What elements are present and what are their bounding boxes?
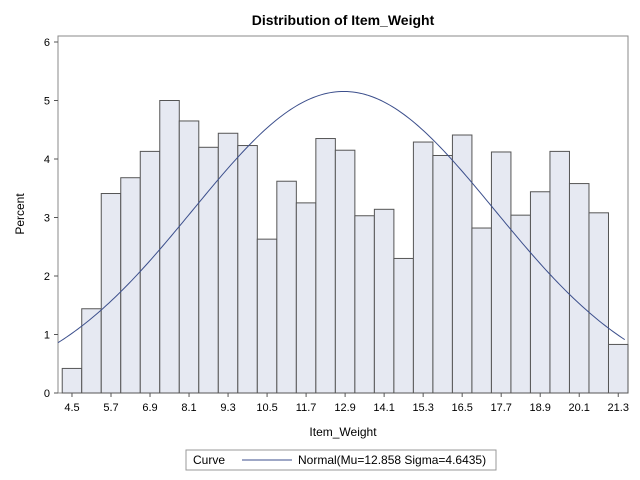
x-tick-label: 6.9 [142,402,157,414]
histogram-bar [451,134,473,394]
x-tick-label: 12.9 [334,402,355,414]
histogram-bar [295,202,317,394]
histogram-bar [256,238,278,394]
y-tick-label: 2 [44,271,50,283]
histogram-bar [100,193,122,394]
y-tick-label: 1 [44,330,50,342]
histogram-bar [237,145,258,394]
y-tick-label: 6 [44,37,50,49]
y-tick-label: 0 [44,388,50,400]
histogram-bar [354,215,375,394]
histogram-bar [568,183,590,394]
x-tick-label: 17.7 [490,402,511,414]
x-tick-label: 9.3 [220,402,235,414]
histogram-bar [588,212,609,394]
histogram-bar [120,177,141,394]
histogram-bar [178,120,200,394]
x-tick-label: 18.9 [529,402,550,414]
x-tick-label: 16.5 [451,402,472,414]
x-tick-label: 15.3 [412,402,433,414]
histogram-bar [490,151,512,394]
histogram-bar [61,367,83,394]
bars-group [61,100,629,394]
x-tick-label: 5.7 [103,402,118,414]
x-tick-label: 20.1 [569,402,590,414]
histogram-bar [471,227,492,394]
x-tick-label: 14.1 [373,402,394,414]
histogram-bar [529,191,551,394]
histogram-bar [139,150,161,394]
x-tick-label: 21.3 [608,402,629,414]
histogram-bar [276,180,297,394]
histogram-bar [373,208,395,394]
legend-entry-normal: Normal(Mu=12.858 Sigma=4.6435) [298,453,486,467]
x-tick-label: 11.7 [296,402,317,414]
y-tick-label: 4 [44,154,50,166]
y-tick-label: 3 [44,213,50,225]
x-axis-label: Item_Weight [309,425,377,439]
histogram-bar [412,141,434,394]
histogram-bar [432,154,453,394]
histogram-bar [198,146,219,394]
histogram-bar [393,257,414,394]
chart-title: Distribution of Item_Weight [252,12,435,28]
legend-title: Curve [193,453,225,467]
y-axis-label: Percent [13,193,27,235]
histogram-bar [315,138,336,394]
x-axis: 4.5 5.7 6.9 8.1 9.3 10.5 11.7 12.9 14.1 15.3 16.5 1… [64,393,629,414]
x-tick-label: 4.5 [64,402,79,414]
x-tick-label: 10.5 [256,402,277,414]
y-axis: 0 1 2 3 4 5 6 [44,37,58,400]
histogram-bar [81,308,102,394]
histogram-bar [549,150,570,394]
histogram-bar [607,343,629,394]
legend: Curve Normal(Mu=12.858 Sigma=4.6435) [185,449,497,471]
normal-curve-line [57,90,626,344]
legend-box [185,449,497,471]
histogram-bar [217,132,239,394]
x-tick-label: 8.1 [181,402,196,414]
histogram-bar [334,149,356,394]
y-tick-label: 5 [44,96,50,108]
